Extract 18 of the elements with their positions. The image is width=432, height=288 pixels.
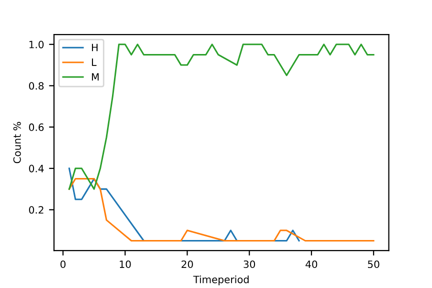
legend-label: M	[92, 73, 99, 81]
line-series	[68, 44, 374, 190]
x-tick-label: 20	[182, 260, 193, 268]
line-series	[68, 178, 374, 242]
x-tick-label: 40	[306, 260, 318, 268]
legend-label: L	[92, 58, 97, 66]
y-tick-label: 0.6	[29, 123, 44, 131]
legend-label: H	[92, 44, 98, 52]
x-axis-title: Timeperiod	[193, 276, 249, 286]
x-tick-label: 30	[244, 260, 256, 268]
x-tick-label: 0	[60, 260, 66, 268]
x-tick-label: 50	[368, 260, 380, 268]
y-axis-title: Count %	[13, 122, 21, 164]
y-tick-label: 0.4	[29, 164, 44, 172]
y-tick-label: 1.0	[29, 40, 44, 48]
y-tick-label: 0.8	[29, 82, 44, 90]
x-tick-label: 10	[120, 260, 131, 268]
y-tick-label: 0.2	[29, 206, 44, 214]
